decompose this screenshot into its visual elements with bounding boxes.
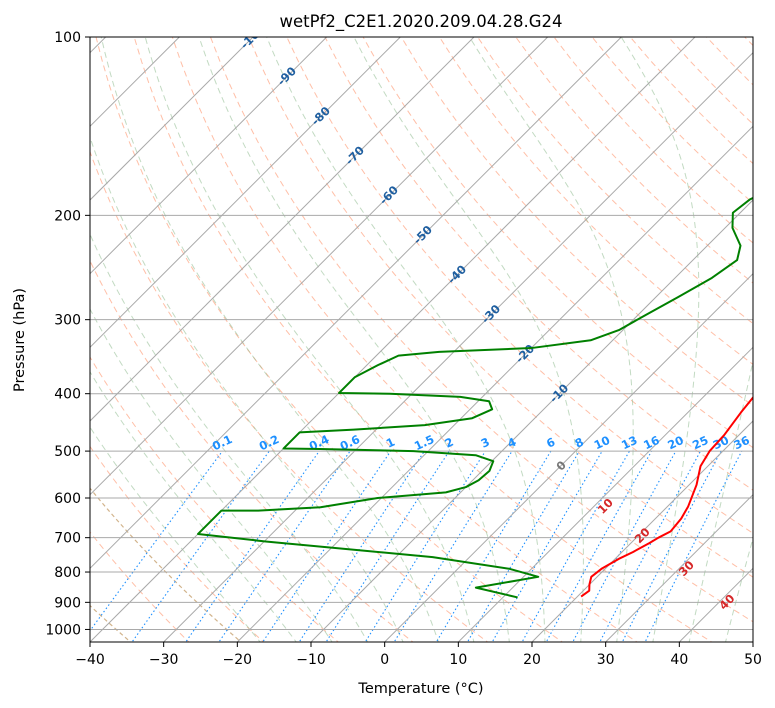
isotherm-line <box>531 420 753 642</box>
isotherm-line <box>90 37 622 570</box>
mixing-ratio-line <box>393 450 513 642</box>
mixing-ratio-line <box>131 450 270 642</box>
dry-adiabat-line <box>90 259 414 642</box>
isotherm-line <box>90 37 549 496</box>
mixing-ratio-line <box>90 450 223 632</box>
mixing-ratio-line <box>185 450 320 642</box>
y-tick-label: 400 <box>54 387 81 403</box>
isotherm-line <box>90 37 696 642</box>
dry-adiabat-line <box>400 37 753 407</box>
isotherm-line <box>90 37 475 422</box>
isotherm-line <box>605 493 753 642</box>
tan-reference-curve <box>90 487 242 642</box>
x-tick-label: 30 <box>597 652 615 668</box>
isotherm-line <box>90 37 328 275</box>
x-tick-label: 0 <box>380 652 389 668</box>
dry-adiabat-line <box>439 37 753 366</box>
dry-adiabat-line <box>248 37 753 578</box>
y-tick-label: 200 <box>54 208 81 224</box>
mixing-ratio-label: 16 <box>641 433 661 452</box>
x-axis-title: Temperature (°C) <box>357 681 483 697</box>
y-tick-label: 1000 <box>45 622 81 638</box>
y-tick-label: 700 <box>54 531 81 547</box>
mixing-ratio-line <box>218 450 351 642</box>
plot-frame <box>89 36 754 643</box>
isotherm-line <box>236 125 753 642</box>
mixing-ratio-line <box>262 450 392 642</box>
isotherm-line <box>310 199 753 642</box>
y-tick-label: 300 <box>54 313 81 329</box>
temperature-profile-line <box>580 396 753 598</box>
mixing-ratio-label: 10 <box>592 433 612 452</box>
y-tick-label: 800 <box>54 565 81 581</box>
axes: −40 −30 −20 −10 0 10 20 30 40 50 100 200 300 400 500 60… <box>45 30 762 668</box>
mixing-ratio-line <box>599 450 702 642</box>
x-tick-label: −30 <box>149 652 179 668</box>
mixing-ratio-label: 20 <box>665 433 685 452</box>
x-tick-label: 20 <box>523 652 541 668</box>
x-tick-label: −40 <box>75 652 105 668</box>
y-axis-title: Pressure (hPa) <box>12 288 28 392</box>
x-tick-label: 40 <box>670 652 688 668</box>
dewpoint-profile-line <box>197 196 753 599</box>
mixing-ratio-label: 13 <box>619 433 639 452</box>
sounding-series <box>197 196 753 599</box>
mixing-ratio-line <box>621 450 722 642</box>
y-tick-label: 900 <box>54 595 81 611</box>
isotherm-line <box>90 37 401 349</box>
y-tick-label: 100 <box>54 30 81 46</box>
dry-adiabat-line <box>324 37 753 491</box>
dry-adiabat-line <box>362 37 753 449</box>
mixing-ratio-label: 25 <box>690 433 710 452</box>
y-tick-label: 500 <box>54 444 81 460</box>
x-tick-label: 50 <box>744 652 762 668</box>
dry-adiabat-line <box>286 37 753 534</box>
x-tick-label: −20 <box>223 652 253 668</box>
mixing-ratio-label: 36 <box>731 433 751 452</box>
mixing-ratio-line <box>466 450 580 642</box>
chart-title: wetPf2_C2E1.2020.209.04.28.G24 <box>279 12 562 32</box>
x-tick-label: 10 <box>449 652 467 668</box>
x-tick-label: −10 <box>296 652 326 668</box>
isotherm-line <box>384 272 753 642</box>
y-tick-label: 600 <box>54 491 81 507</box>
mixing-ratio-line <box>298 450 425 642</box>
mixing-ratio-label: 30 <box>711 433 731 452</box>
isotherm-line <box>90 37 254 201</box>
mixing-ratio-line <box>572 450 677 642</box>
isotherm-line <box>457 346 753 642</box>
moist-adiabat-line <box>90 233 369 642</box>
